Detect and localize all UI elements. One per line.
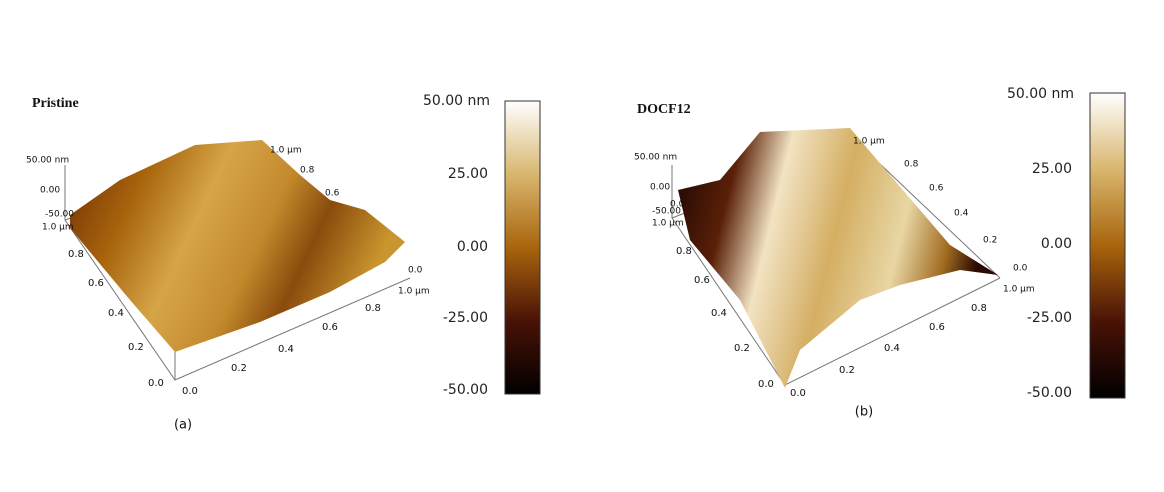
y-label: 0.6 <box>694 275 710 286</box>
colorbar-label: -50.00 <box>443 382 488 398</box>
colorbar-label: 0.00 <box>457 239 488 255</box>
x-label: 0.6 <box>322 322 338 333</box>
colorbar-label: 50.00 nm <box>423 93 490 109</box>
x-label: 0.2 <box>839 365 855 376</box>
side-label: 0.0 <box>408 266 423 276</box>
y-label: 0.0 <box>758 379 774 390</box>
back-label: 0.2 <box>983 236 997 246</box>
colorbar-label: -25.00 <box>1027 310 1072 326</box>
x-label: 1.0 µm <box>398 287 430 297</box>
afm-surface <box>70 140 405 352</box>
colorbar-label: 0.00 <box>1041 236 1072 252</box>
back-label: 0.6 <box>929 184 944 194</box>
back-label: 0.6 <box>325 189 340 199</box>
z-label: 0.00 <box>650 183 670 193</box>
y-label: 0.8 <box>676 246 692 257</box>
y-label: 1.0 µm <box>652 219 684 229</box>
z-label: 50.00 nm <box>634 153 677 163</box>
panel-b: DOCF12 50.00 nm 0.00 -50.00 0.0 1.0 µm 0… <box>634 86 1126 420</box>
side-label: 0.0 <box>1013 264 1028 274</box>
x-label: 0.0 <box>790 388 806 399</box>
x-label: 0.8 <box>365 303 381 314</box>
colorbar <box>504 100 541 395</box>
z-label: 0.0 <box>670 200 685 210</box>
back-label: 0.8 <box>904 160 919 170</box>
panel-a: Pristine 50.00 nm 0.00 -50.00 1.0 µm 0.8… <box>26 93 541 433</box>
back-label: 0.4 <box>954 209 969 219</box>
y-label: 0.6 <box>88 278 104 289</box>
x-label: 0.0 <box>182 386 198 397</box>
x-label: 0.2 <box>231 363 247 374</box>
x-label: 0.8 <box>971 303 987 314</box>
caption: (b) <box>855 405 873 420</box>
caption: (a) <box>174 418 192 433</box>
z-label: 50.00 nm <box>26 156 69 166</box>
y-label: 1.0 µm <box>42 223 74 233</box>
colorbar-label: 50.00 nm <box>1007 86 1074 102</box>
z-label: -50.00 <box>652 207 681 217</box>
x-label: 0.6 <box>929 322 945 333</box>
colorbar-label: 25.00 <box>1032 161 1072 177</box>
back-label: 1.0 µm <box>270 146 302 156</box>
colorbar-label: 25.00 <box>448 166 488 182</box>
back-label: 0.8 <box>300 166 315 176</box>
afm-surface <box>678 128 998 388</box>
y-label: 0.4 <box>711 308 727 319</box>
x-label: 0.4 <box>278 344 294 355</box>
y-label: 0.8 <box>68 249 84 260</box>
y-label: 0.0 <box>148 378 164 389</box>
y-label: 0.2 <box>734 343 750 354</box>
panel-title: DOCF12 <box>637 102 691 117</box>
y-label: 0.2 <box>128 342 144 353</box>
back-label: 1.0 µm <box>853 137 885 147</box>
colorbar <box>1089 92 1126 399</box>
x-label: 0.4 <box>884 343 900 354</box>
colorbar-label: -25.00 <box>443 310 488 326</box>
z-label: -50.00 <box>45 210 74 220</box>
y-label: 0.4 <box>108 308 124 319</box>
z-label: 0.00 <box>40 186 60 196</box>
colorbar-label: -50.00 <box>1027 385 1072 401</box>
panel-title: Pristine <box>32 96 79 111</box>
x-label: 1.0 µm <box>1003 285 1035 295</box>
